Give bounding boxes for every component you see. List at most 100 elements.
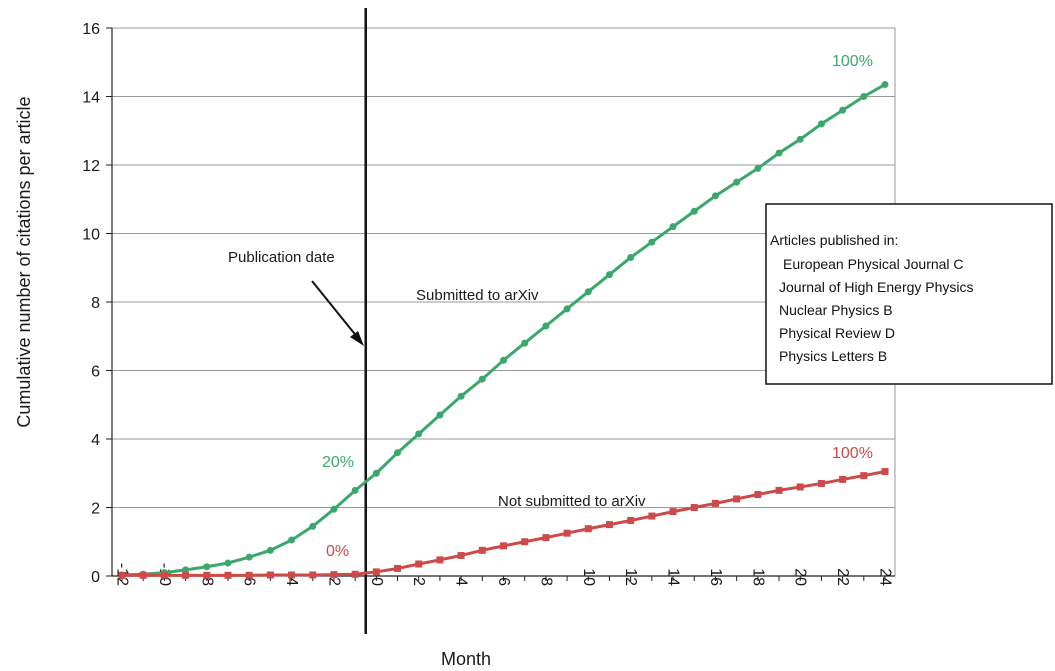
series-submitted: [118, 81, 889, 579]
x-tick-label: 16: [707, 568, 724, 586]
data-point: [351, 486, 359, 494]
data-point: [690, 504, 698, 511]
not-submitted-series-label: Not submitted to arXiv: [498, 493, 646, 510]
series-not-submitted: [118, 468, 889, 579]
green-end-percent: 100%: [832, 53, 873, 70]
data-point: [394, 449, 402, 457]
data-point: [139, 571, 147, 579]
data-point: [584, 288, 592, 296]
data-point: [860, 93, 868, 100]
submitted-series-label: Submitted to arXiv: [416, 287, 539, 304]
data-point: [521, 339, 529, 347]
data-point: [288, 536, 296, 544]
x-tick-label: 2: [410, 577, 427, 586]
data-point: [457, 551, 465, 559]
data-point: [266, 571, 274, 579]
legend-item: Physics Letters B: [779, 348, 887, 364]
data-point: [372, 568, 380, 576]
data-point: [690, 207, 698, 215]
data-point: [203, 571, 211, 579]
x-tick-label: 22: [834, 568, 851, 586]
data-point: [605, 271, 613, 279]
data-point: [711, 499, 719, 507]
data-point: [563, 305, 571, 313]
y-tick-label: 10: [82, 227, 100, 244]
data-point: [584, 525, 592, 533]
x-tick-label: 14: [665, 568, 682, 586]
data-point: [521, 538, 529, 546]
legend-item: European Physical Journal C: [783, 256, 964, 272]
data-point: [754, 164, 762, 172]
legend-box: Articles published in: European Physical…: [765, 203, 1053, 385]
y-tick-label: 12: [82, 158, 100, 175]
data-point: [775, 486, 783, 494]
data-point: [182, 566, 190, 574]
data-point: [775, 149, 783, 157]
data-point: [372, 469, 380, 477]
y-axis-title: Cumulative number of citations per artic…: [14, 96, 34, 427]
data-point: [669, 508, 677, 516]
data-point: [648, 512, 656, 520]
data-point: [605, 521, 613, 529]
data-point: [436, 556, 444, 564]
red-start-percent: 0%: [326, 543, 349, 560]
y-tick-label: 8: [91, 295, 100, 312]
data-point: [542, 534, 550, 542]
publication-date-annotation: Publication date: [228, 249, 364, 346]
data-point: [224, 559, 232, 567]
y-tick-label: 4: [91, 432, 100, 449]
y-tick-labels: 0 2 4 6 8 10 12 14 16: [82, 21, 112, 586]
data-point: [500, 356, 507, 364]
publication-date-arrow: [311, 280, 359, 339]
data-point: [394, 564, 402, 572]
data-point: [457, 392, 465, 400]
data-point: [118, 571, 126, 579]
data-point: [330, 571, 338, 579]
legend-heading: Articles published in:: [770, 232, 898, 248]
data-point: [669, 223, 677, 231]
data-point: [245, 571, 253, 579]
arrowhead-icon: [350, 331, 364, 346]
data-point: [839, 106, 847, 114]
data-point: [351, 570, 359, 578]
data-point: [415, 430, 423, 438]
x-axis-title: Month: [441, 649, 491, 669]
data-point: [288, 571, 296, 579]
y-tick-label: 16: [82, 21, 100, 38]
data-point: [881, 81, 889, 89]
data-point: [542, 322, 550, 330]
data-point: [160, 571, 168, 579]
gridlines: [112, 27, 895, 508]
data-point: [203, 563, 211, 571]
data-point: [182, 571, 190, 579]
x-tick-label: 18: [749, 568, 766, 586]
data-point: [224, 571, 232, 579]
data-point: [817, 480, 825, 488]
data-point: [627, 253, 635, 261]
data-point: [733, 495, 741, 503]
data-point: [860, 472, 868, 480]
data-point: [478, 546, 486, 554]
x-tick-label: 12: [622, 568, 639, 586]
legend-item: Journal of High Energy Physics: [779, 279, 974, 295]
data-point: [796, 483, 804, 491]
red-end-percent: 100%: [832, 445, 873, 462]
data-point: [796, 135, 804, 143]
data-point: [627, 517, 635, 525]
x-tick-label: 4: [453, 577, 470, 586]
data-point: [266, 546, 274, 554]
y-tick-label: 14: [82, 90, 100, 107]
y-tick-label: 2: [91, 501, 100, 518]
data-point: [711, 192, 719, 200]
green-start-percent: 20%: [322, 454, 354, 471]
x-tick-label: 0: [368, 577, 385, 586]
data-point: [478, 375, 486, 383]
series-group: [118, 81, 889, 579]
data-point: [817, 120, 825, 128]
data-point: [309, 571, 317, 579]
data-point: [648, 238, 656, 246]
x-tick-label: 6: [495, 577, 512, 586]
data-point: [563, 529, 571, 537]
data-point: [500, 542, 507, 550]
